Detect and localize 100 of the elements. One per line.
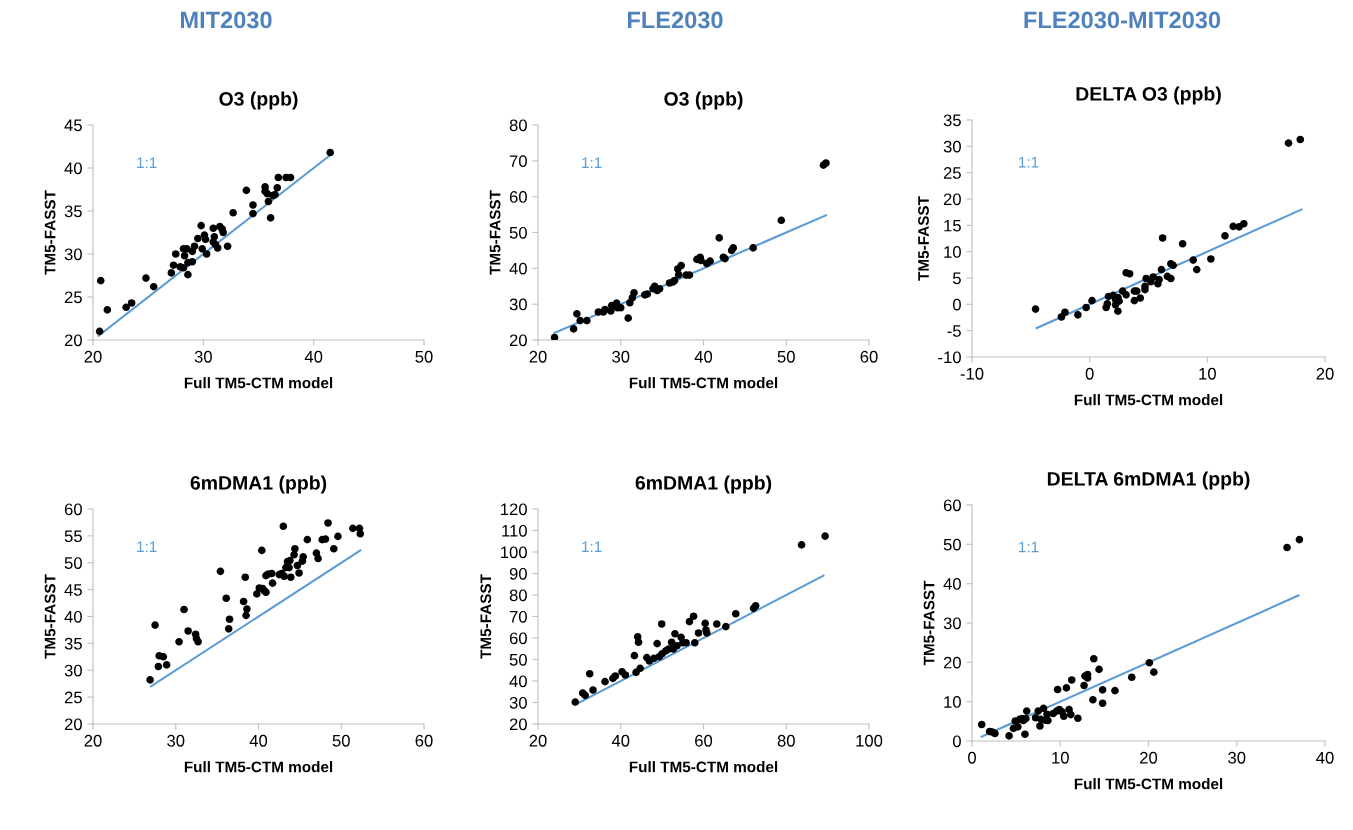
y-tick-label: 40 [943, 578, 961, 590]
y-tick-label: 100 [501, 546, 527, 559]
x-tick-label: 60 [860, 350, 878, 363]
y-tick-label: 25 [943, 167, 961, 179]
chart-title: O3 (ppb) [664, 91, 743, 110]
x-tick-label: 50 [415, 350, 433, 363]
x-axis-title: Full TM5-CTM model [629, 761, 778, 773]
x-tick-label: -10 [960, 367, 984, 380]
y-axis-title: TM5-FASST [918, 196, 929, 281]
y-tick-label: 70 [509, 155, 527, 168]
y-tick-label: 10 [944, 246, 961, 258]
x-axis-title: Full TM5-CTM model [1074, 778, 1223, 790]
y-tick-label: 60 [943, 499, 961, 512]
y-tick-label: 10 [944, 696, 961, 708]
y-tick-label: 25 [64, 291, 82, 304]
y-tick-label: 80 [509, 589, 527, 602]
chart-title: 6mDMA1 (ppb) [190, 475, 327, 494]
x-tick-label: 10 [1052, 751, 1069, 764]
chart-title: 6mDMA1 (ppb) [635, 475, 772, 494]
y-tick-label: 45 [64, 119, 82, 132]
text: 1:1 [582, 541, 602, 552]
chart-subtitle: MIT2030 [181, 11, 272, 29]
text: 1:1 [1019, 541, 1039, 553]
x-axis-title: Full TM5-CTM model [629, 377, 778, 389]
x-tick-label: 10 [1199, 367, 1216, 380]
x-tick-label: 30 [612, 350, 630, 363]
y-tick-label: 5 [952, 272, 961, 285]
chart-title: DELTA O3 (ppb) [1076, 86, 1221, 105]
y-tick-label: 30 [509, 696, 527, 709]
y-tick-label: 40 [64, 610, 82, 623]
y-tick-label: 30 [64, 248, 82, 261]
y-tick-label: 25 [64, 691, 82, 704]
x-tick-label: 20 [1316, 367, 1334, 380]
x-axis-title: Full TM5-CTM model [1074, 394, 1223, 406]
text: 1:1 [137, 157, 157, 168]
x-tick-label: 60 [695, 734, 713, 747]
chart-title: DELTA 6mDMA1 (ppb) [1047, 471, 1250, 490]
y-axis-title: TM5-FASST [480, 574, 492, 659]
chart-title: O3 (ppb) [219, 91, 298, 110]
y-tick-label: 50 [509, 226, 527, 239]
y-tick-label: 20 [509, 334, 527, 347]
y-tick-label: 20 [64, 718, 82, 731]
y-tick-label: 40 [509, 262, 527, 275]
x-tick-label: 40 [1316, 751, 1334, 764]
x-tick-label: 20 [529, 734, 547, 747]
y-tick-label: 60 [509, 632, 527, 645]
y-tick-label: 55 [64, 530, 82, 543]
y-tick-label: 20 [64, 334, 82, 347]
y-axis-title: TM5-FASST [489, 190, 501, 275]
x-axis-title: Full TM5-CTM model [184, 377, 333, 389]
x-tick-label: 30 [1228, 751, 1246, 764]
x-tick-label: 0 [1085, 367, 1094, 380]
x-tick-label: 40 [611, 734, 630, 747]
x-tick-label: 40 [304, 350, 323, 363]
y-tick-label: 30 [943, 140, 961, 153]
x-tick-label: 20 [529, 350, 547, 363]
y-tick-label: 20 [943, 656, 961, 669]
x-tick-label: 20 [1140, 751, 1158, 764]
y-tick-label: 35 [943, 114, 961, 127]
text: 1:1 [582, 157, 602, 168]
y-tick-label: 60 [64, 503, 82, 516]
y-tick-label: 40 [509, 675, 527, 688]
x-tick-label: 30 [167, 734, 185, 747]
y-tick-label: 15 [944, 219, 961, 232]
y-tick-label: 20 [943, 193, 961, 206]
x-tick-label: 0 [968, 751, 976, 764]
x-tick-label: 50 [332, 734, 350, 747]
y-tick-label: 0 [952, 298, 961, 311]
text: 1:1 [1019, 156, 1039, 168]
y-tick-label: 110 [502, 524, 527, 537]
y-tick-label: 45 [64, 584, 82, 596]
y-axis-title: TM5-FASST [44, 190, 56, 275]
y-tick-label: 90 [509, 567, 527, 580]
y-tick-label: 70 [509, 610, 527, 623]
x-tick-label: 40 [694, 350, 713, 363]
y-axis-title: TM5-FASST [44, 574, 56, 659]
y-tick-label: 20 [509, 718, 527, 731]
chart-subtitle: FLE2030-MIT2030 [1024, 11, 1221, 29]
y-tick-label: 35 [64, 205, 82, 218]
y-tick-label: 120 [501, 503, 527, 516]
y-tick-label: 35 [64, 637, 82, 650]
y-tick-label: 30 [64, 664, 82, 677]
x-axis-title: Full TM5-CTM model [184, 761, 333, 773]
y-tick-label: 50 [943, 538, 961, 551]
x-tick-label: 100 [856, 734, 883, 747]
x-tick-label: 20 [84, 350, 102, 363]
x-tick-label: 80 [777, 734, 795, 747]
y-axis-title: TM5-FASST [923, 580, 935, 666]
x-tick-label: 60 [415, 734, 433, 747]
chart-subtitle: FLE2030 [628, 11, 723, 29]
y-tick-label: 60 [509, 191, 527, 203]
y-tick-label: 50 [64, 557, 82, 569]
x-tick-label: 50 [777, 350, 795, 363]
x-tick-label: 30 [194, 350, 212, 363]
x-tick-label: 40 [249, 734, 268, 747]
x-tick-label: 20 [84, 734, 102, 747]
text: 1:1 [137, 541, 157, 552]
y-tick-label: -5 [947, 325, 961, 337]
y-tick-label: 30 [509, 298, 527, 311]
y-tick-label: 80 [509, 119, 527, 132]
